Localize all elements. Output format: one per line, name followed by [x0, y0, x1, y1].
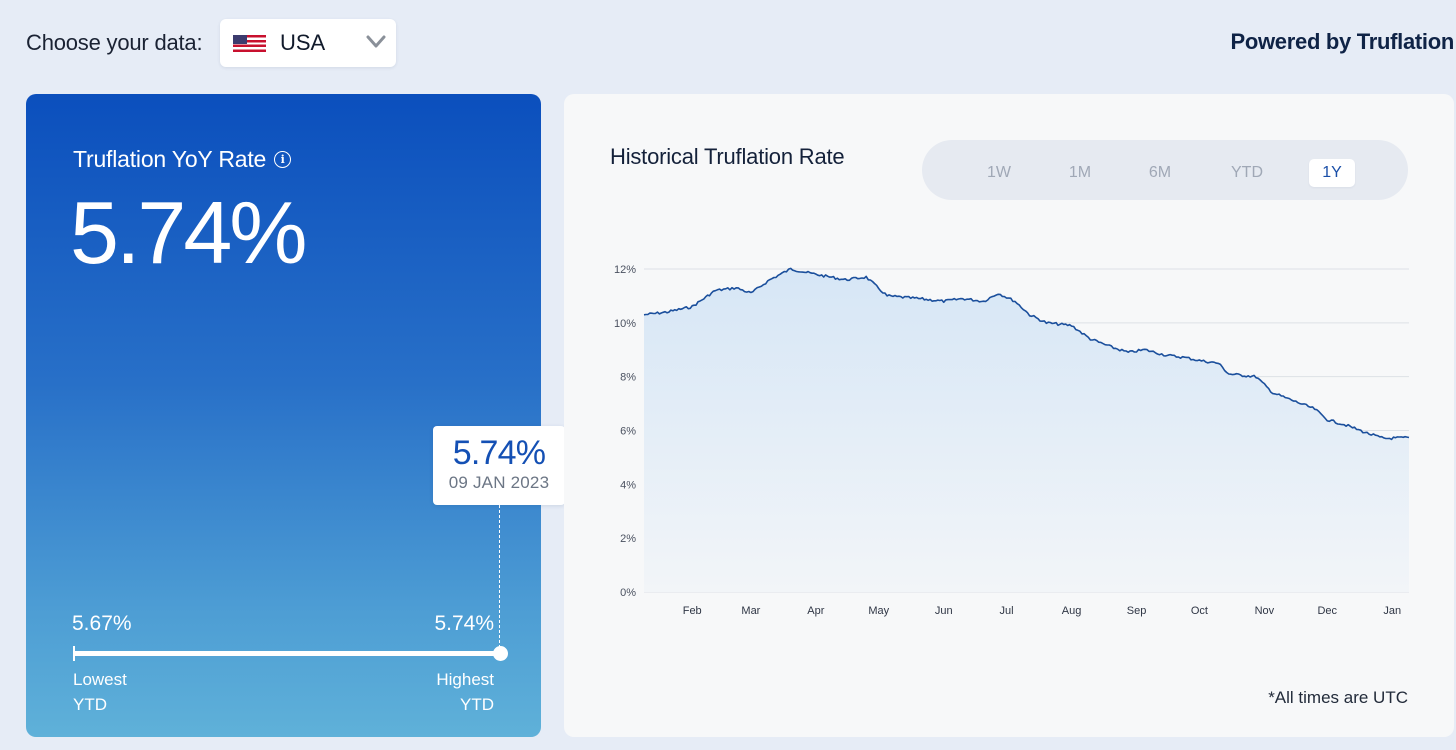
info-icon[interactable]: i — [274, 151, 292, 168]
y-tick-label: 8% — [620, 372, 636, 384]
ytd-range-track — [73, 651, 501, 656]
current-rate-value: 5.74% — [70, 183, 308, 282]
ytd-high-label: Highest YTD — [436, 667, 494, 717]
history-title: Historical Truflation Rate — [610, 144, 845, 169]
x-tick-label: Nov — [1255, 605, 1275, 617]
us-flag-icon — [233, 34, 266, 52]
x-tick-label: May — [868, 605, 889, 617]
x-tick-label: Jan — [1383, 605, 1401, 617]
chevron-down-icon — [366, 35, 386, 48]
tab-ytd[interactable]: YTD — [1231, 164, 1263, 181]
y-tick-label: 6% — [620, 426, 636, 438]
ytd-low-value: 5.67% — [72, 612, 132, 635]
x-tick-label: Oct — [1191, 605, 1208, 617]
y-tick-label: 2% — [620, 533, 636, 545]
tooltip-value: 5.74% — [452, 434, 546, 472]
rate-title-text: Truflation YoY Rate — [73, 146, 267, 172]
low-label-line1: Lowest — [73, 670, 127, 689]
current-rate-marker — [493, 646, 508, 661]
current-rate-tooltip: 5.74% 09 JAN 2023 — [433, 426, 565, 505]
low-label-line2: YTD — [73, 695, 107, 714]
time-range-tabs: 1W 1M 6M YTD 1Y — [922, 140, 1408, 200]
x-tick-label: Feb — [683, 605, 702, 617]
historical-rate-chart[interactable]: 0% 2% 4% 6% 8% 10% 12% Feb Mar Apr May Jun Jul Aug Sep… — [564, 94, 1454, 737]
y-tick-label: 12% — [614, 264, 636, 276]
y-tick-label: 4% — [620, 479, 636, 491]
tab-1y[interactable]: 1Y — [1309, 159, 1355, 187]
country-dropdown[interactable]: USA — [220, 19, 396, 67]
tab-1w[interactable]: 1W — [987, 164, 1011, 181]
x-tick-label: Jun — [935, 605, 953, 617]
yoy-rate-card: Truflation YoY Rate i 5.74% 5.67% 5.74% … — [26, 94, 541, 737]
x-tick-label: Mar — [741, 605, 760, 617]
x-tick-label: Jul — [1000, 605, 1014, 617]
choose-data-label: Choose your data: — [26, 30, 203, 55]
ytd-high-value: 5.74% — [434, 612, 494, 635]
high-label-line2: YTD — [460, 695, 494, 714]
x-tick-label: Aug — [1062, 605, 1082, 617]
timezone-note: *All times are UTC — [1268, 688, 1408, 707]
powered-by-text: Powered by Truflation — [1230, 29, 1454, 54]
tab-1m[interactable]: 1M — [1068, 164, 1092, 181]
tooltip-date: 09 JAN 2023 — [448, 473, 550, 492]
x-tick-label: Dec — [1317, 605, 1337, 617]
rate-area-fill — [644, 268, 1409, 592]
history-card: Historical Truflation Rate 1W 1M 6M YTD … — [564, 94, 1454, 737]
y-tick-label: 0% — [620, 587, 636, 599]
selected-country: USA — [280, 30, 326, 55]
tab-6m[interactable]: 6M — [1148, 164, 1172, 181]
x-tick-label: Apr — [807, 605, 824, 617]
rate-card-title: Truflation YoY Rate i — [73, 146, 292, 173]
tooltip-connector-line — [499, 505, 500, 653]
rate-series-line — [643, 267, 1410, 441]
ytd-low-label: Lowest YTD — [73, 667, 127, 717]
x-tick-label: Sep — [1127, 605, 1147, 617]
high-label-line1: Highest — [436, 670, 494, 689]
y-tick-label: 10% — [614, 318, 636, 330]
